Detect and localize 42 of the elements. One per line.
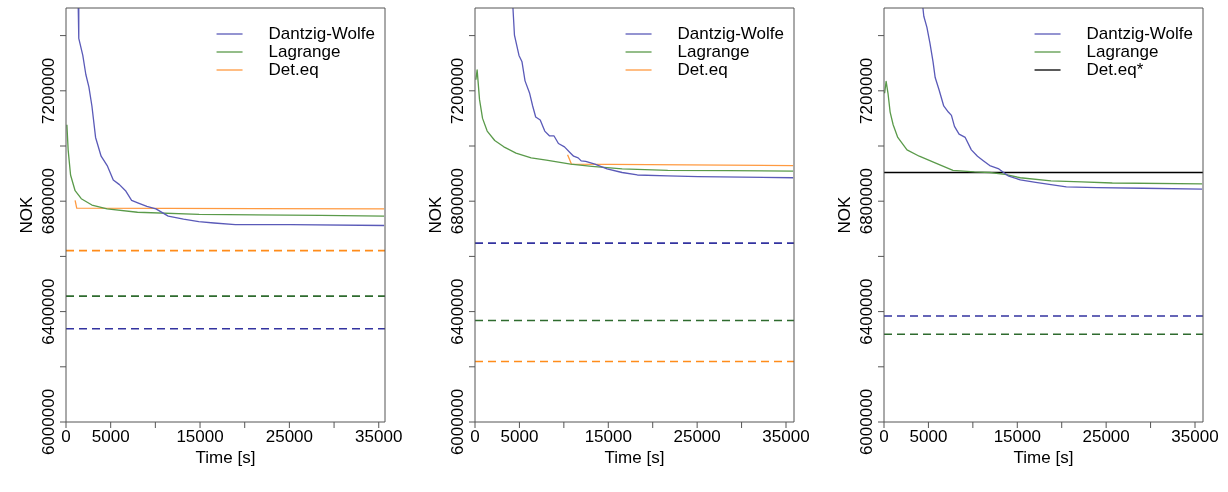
legend-label: Lagrange [677,41,750,61]
x-tick-label: 15000 [584,427,632,447]
x-axis-title: Time [s] [604,448,665,468]
legend-label: Dantzig-Wolfe [677,23,784,43]
y-tick-label: 6800000 [39,168,59,235]
x-tick-label: 5000 [91,427,130,447]
x-tick-label: 5000 [909,427,948,447]
y-tick-label: 6400000 [857,278,877,345]
y-tick-label: 7200000 [39,57,59,124]
x-axis-title: Time [s] [1013,448,1074,468]
x-tick-label: 0 [879,427,889,447]
x-tick-label: 35000 [355,427,403,447]
legend-label: Lagrange [268,41,341,61]
x-tick-label: 5000 [500,427,539,447]
x-tick-label: 0 [470,427,480,447]
y-axis-title: NOK [426,195,446,234]
x-tick-label: 15000 [176,427,224,447]
legend-label: Dantzig-Wolfe [268,23,375,43]
y-tick-label: 6400000 [39,278,59,345]
legend-label: Det.eq* [1086,59,1144,79]
y-tick-label: 7200000 [448,57,468,124]
legend-label: Dantzig-Wolfe [1086,23,1193,43]
y-tick-label: 6000000 [39,388,59,456]
y-axis-title: NOK [835,195,855,234]
x-tick-label: 25000 [673,427,721,447]
x-tick-label: 0 [61,427,71,447]
x-tick-label: 25000 [1082,427,1130,447]
x-tick-label: 35000 [1171,427,1219,447]
y-tick-label: 6800000 [857,168,877,235]
legend-label: Lagrange [1086,41,1159,61]
y-tick-label: 6400000 [448,278,468,345]
x-tick-label: 35000 [762,427,810,447]
y-axis-title: NOK [17,195,37,234]
y-tick-label: 6000000 [857,388,877,456]
y-tick-label: 6000000 [448,388,468,456]
x-tick-label: 15000 [993,427,1041,447]
legend-label: Det.eq [677,59,728,79]
y-tick-label: 7200000 [857,57,877,124]
x-tick-label: 25000 [265,427,314,447]
y-tick-label: 6800000 [448,168,468,235]
legend-label: Det.eq [268,59,319,79]
x-axis-title: Time [s] [195,448,256,468]
